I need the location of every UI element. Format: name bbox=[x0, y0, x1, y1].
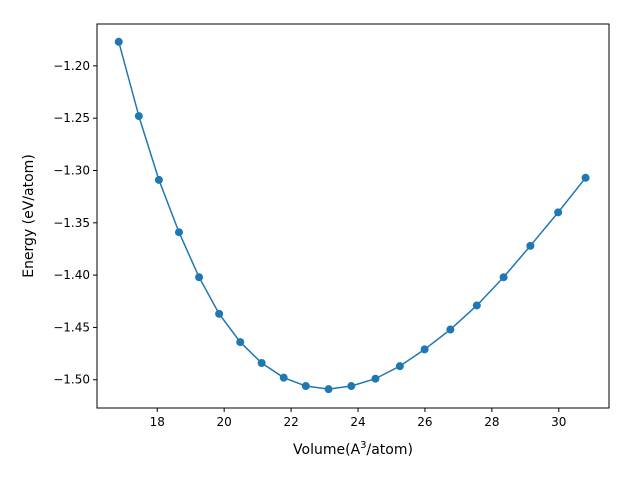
y-axis-ticks: −1.50 −1.45 −1.40 −1.35 −1.30 −1.25 −1.20 bbox=[53, 59, 97, 387]
data-point bbox=[446, 325, 455, 334]
y-tick-label: −1.45 bbox=[53, 320, 90, 334]
x-tick-label: 26 bbox=[417, 415, 432, 429]
series-layer bbox=[114, 37, 590, 394]
data-point bbox=[154, 175, 163, 184]
data-point bbox=[134, 112, 143, 121]
y-tick-label: −1.20 bbox=[53, 59, 90, 73]
x-axis-title: Volume(A3/atom) bbox=[293, 440, 413, 458]
x-tick-label: 30 bbox=[551, 415, 566, 429]
data-point bbox=[472, 301, 481, 310]
x-axis-title-suffix: /atom) bbox=[367, 442, 413, 458]
plot-area bbox=[97, 24, 609, 408]
data-point bbox=[554, 208, 563, 217]
data-point bbox=[236, 338, 245, 347]
data-point bbox=[324, 385, 333, 394]
data-point bbox=[257, 359, 266, 368]
data-point bbox=[347, 382, 356, 391]
y-axis-title: Energy (eV/atom) bbox=[21, 154, 37, 278]
y-tick-label: −1.25 bbox=[53, 111, 90, 125]
x-axis-ticks: 18 20 22 24 26 28 30 bbox=[150, 408, 566, 429]
y-tick-label: −1.50 bbox=[53, 373, 90, 387]
y-tick-label: −1.30 bbox=[53, 163, 90, 177]
x-tick-label: 24 bbox=[350, 415, 365, 429]
data-point bbox=[114, 37, 123, 46]
data-point bbox=[499, 273, 508, 282]
data-point bbox=[371, 374, 380, 383]
y-tick-label: −1.40 bbox=[53, 268, 90, 282]
data-point bbox=[174, 228, 183, 237]
data-point bbox=[526, 241, 535, 250]
y-tick-label: −1.35 bbox=[53, 216, 90, 230]
x-tick-label: 20 bbox=[217, 415, 232, 429]
data-point bbox=[195, 273, 204, 282]
data-point bbox=[301, 382, 310, 391]
x-axis-title-main: Volume(A bbox=[293, 442, 361, 458]
data-point bbox=[395, 362, 404, 371]
x-tick-label: 28 bbox=[484, 415, 499, 429]
x-axis-title-superscript: 3 bbox=[360, 440, 366, 451]
data-point bbox=[215, 309, 224, 318]
x-tick-label: 18 bbox=[150, 415, 165, 429]
plot-frame bbox=[96, 23, 610, 409]
data-point bbox=[279, 373, 288, 382]
data-point bbox=[581, 173, 590, 182]
data-point bbox=[420, 345, 429, 354]
x-tick-label: 22 bbox=[283, 415, 298, 429]
